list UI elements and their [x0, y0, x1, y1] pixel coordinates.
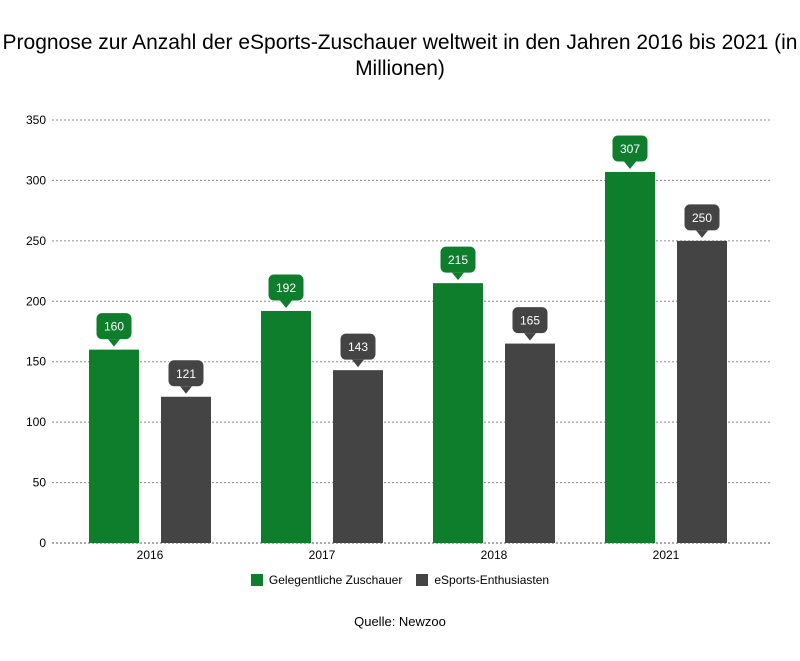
y-tick-label: 300 [26, 173, 46, 187]
x-tick-label: 2017 [309, 548, 336, 562]
bar[interactable] [433, 283, 483, 543]
legend-swatch-gelegentliche [250, 574, 263, 586]
data-label: 121 [176, 367, 196, 381]
bar[interactable] [333, 370, 383, 543]
data-label: 250 [692, 211, 712, 225]
data-label: 307 [620, 142, 640, 156]
data-label-pointer [352, 359, 364, 368]
data-label: 143 [348, 340, 368, 354]
bar[interactable] [605, 171, 655, 543]
legend-swatch-enthusiasten [416, 574, 429, 586]
legend-label-gelegentliche: Gelegentliche Zuschauer [268, 573, 403, 587]
x-tick-label: 2018 [481, 548, 508, 562]
legend: Gelegentliche Zuschauer eSports-Enthusia… [0, 573, 800, 587]
x-tick-label: 2016 [137, 548, 164, 562]
data-label: 160 [104, 320, 124, 334]
data-label-pointer [180, 386, 192, 394]
source-note: Quelle: Newzoo [354, 614, 446, 629]
data-label: 215 [448, 253, 468, 267]
x-tick-label: 2021 [653, 548, 680, 562]
bar[interactable] [261, 310, 311, 543]
y-tick-label: 250 [26, 234, 46, 248]
bar[interactable] [677, 240, 727, 543]
data-label-pointer [624, 161, 636, 169]
data-label: 165 [520, 314, 540, 328]
data-label-pointer [280, 300, 292, 308]
legend-item-enthusiasten[interactable]: eSports-Enthusiasten [416, 573, 549, 587]
legend-label-enthusiasten: eSports-Enthusiasten [434, 573, 550, 587]
y-tick-label: 350 [26, 113, 46, 127]
y-tick-label: 0 [39, 536, 46, 550]
data-label: 192 [276, 281, 296, 295]
bar[interactable] [89, 349, 139, 543]
data-label-pointer [696, 230, 708, 238]
data-label-pointer [108, 339, 120, 347]
legend-item-gelegentliche[interactable]: Gelegentliche Zuschauer [250, 573, 403, 587]
bar[interactable] [161, 396, 211, 543]
data-label-pointer [452, 272, 464, 281]
y-tick-label: 150 [26, 355, 46, 369]
bar[interactable] [505, 343, 555, 543]
y-tick-label: 50 [33, 476, 47, 490]
y-tick-label: 200 [26, 294, 46, 308]
y-tick-label: 100 [26, 415, 46, 429]
chart-title: Prognose zur Anzahl der eSports-Zuschaue… [2, 31, 798, 80]
data-label-pointer [524, 333, 536, 341]
